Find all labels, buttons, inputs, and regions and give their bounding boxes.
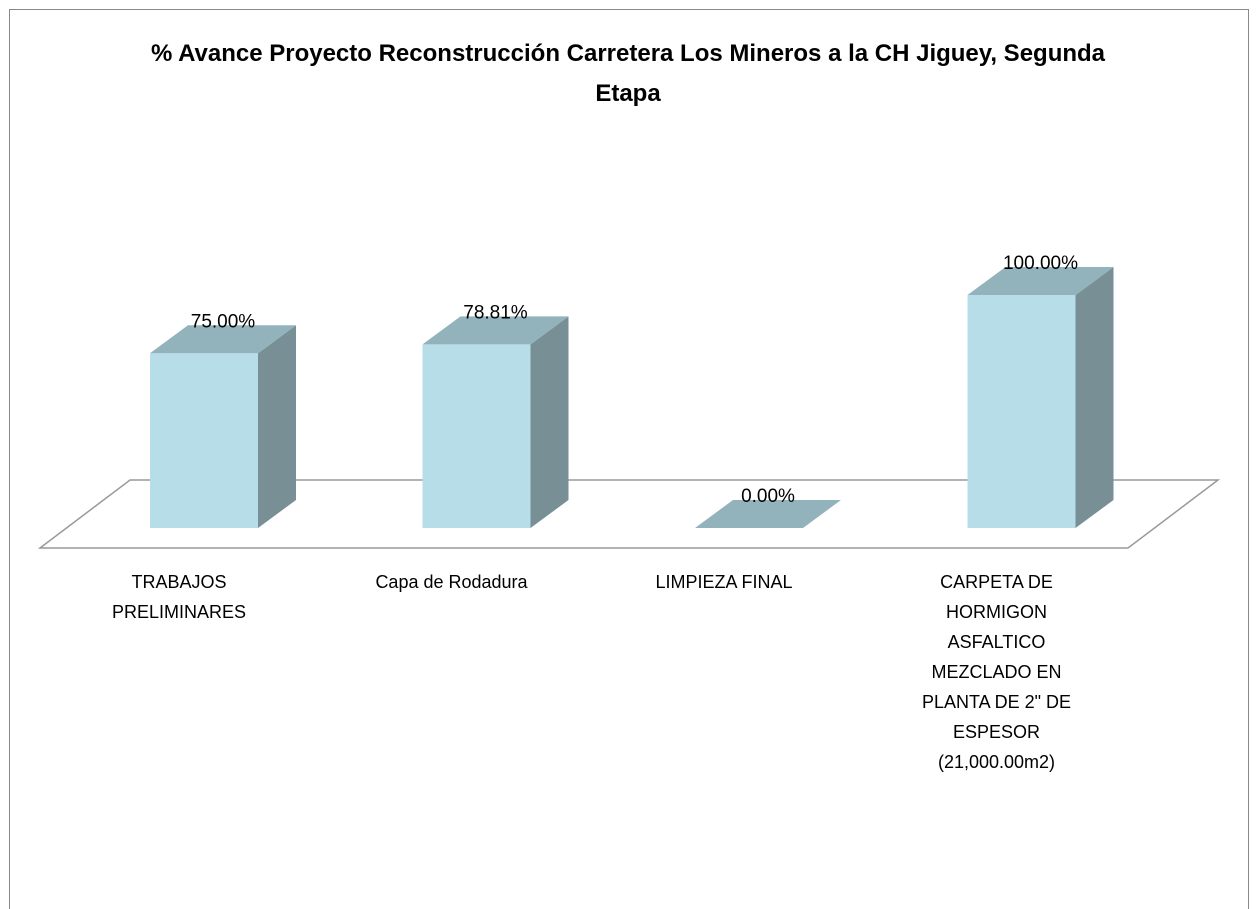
bar-top: [967, 267, 1114, 295]
x-tick-label: LIMPIEZA FINAL: [655, 572, 793, 592]
bar-side: [1075, 267, 1114, 528]
chart-border: [9, 9, 1249, 909]
floor: [37, 479, 1221, 549]
bar-front: [150, 353, 258, 528]
bar: [695, 500, 841, 528]
bar-front: [422, 344, 531, 528]
bar-side: [530, 316, 569, 528]
chart-title: % Avance Proyecto Reconstrucción Carrete…: [150, 40, 1106, 107]
x-tick-label: TRABAJOS PRELIMINARES: [111, 572, 247, 622]
bar: [422, 316, 569, 528]
bar-front: [967, 295, 1076, 528]
bar-side: [258, 325, 296, 528]
data-label: 100.00%: [1003, 253, 1078, 274]
x-tick-label: CARPETA DE HORMIGON ASFALTICO MEZCLADO E…: [921, 572, 1072, 772]
data-label: 75.00%: [191, 311, 256, 332]
bar: [967, 267, 1114, 528]
bar: [150, 325, 296, 528]
bar-top: [150, 325, 296, 354]
x-tick-label: Capa de Rodadura: [375, 572, 528, 592]
data-label: 0.00%: [741, 486, 795, 507]
bar-top: [695, 500, 841, 528]
data-label: 78.81%: [463, 302, 528, 323]
bar-top: [422, 316, 569, 345]
